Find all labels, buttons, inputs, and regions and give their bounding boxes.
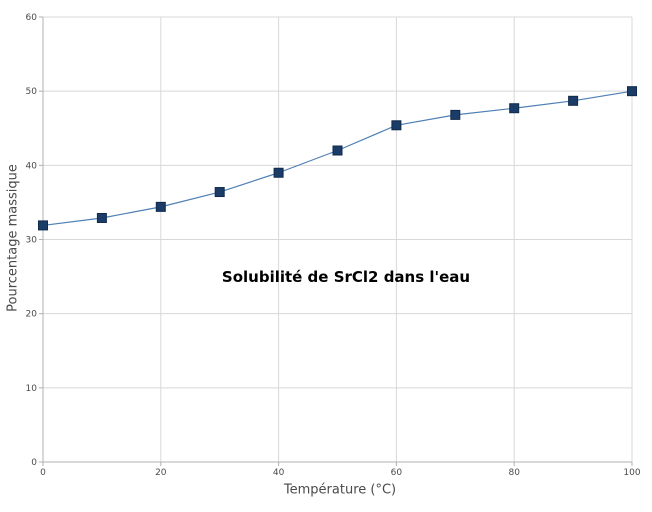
x-tick-label: 60	[391, 468, 403, 478]
data-point-marker	[38, 220, 48, 231]
y-tick-label: 60	[26, 13, 38, 23]
y-tick-label: 10	[26, 384, 38, 394]
y-tick-label: 0	[31, 458, 37, 468]
data-point-marker	[155, 201, 166, 212]
y-tick-label: 20	[26, 310, 38, 320]
y-axis-title: Pourcentage massique	[5, 164, 21, 312]
data-point-marker	[214, 187, 225, 198]
data-point-marker	[96, 212, 107, 223]
data-point-marker	[332, 145, 343, 156]
data-point-marker	[273, 167, 284, 178]
y-tick-label: 50	[26, 87, 38, 97]
x-tick-label: 0	[40, 468, 46, 478]
chart-title: Solubilité de SrCl2 dans l'eau	[221, 268, 471, 286]
x-tick-label: 100	[623, 468, 640, 478]
x-tick-label: 80	[508, 468, 520, 478]
data-point-marker	[627, 86, 637, 97]
y-tick-label: 30	[26, 236, 38, 246]
data-point-marker	[391, 120, 402, 131]
x-axis-title: Température (°C)	[283, 482, 397, 498]
x-tick-label: 40	[273, 468, 285, 478]
data-point-marker	[509, 103, 520, 114]
data-point-marker	[568, 95, 579, 106]
data-series-line	[42, 90, 633, 227]
x-tick-label: 20	[155, 468, 167, 478]
data-point-marker	[450, 109, 461, 120]
y-tick-label: 40	[26, 161, 38, 171]
